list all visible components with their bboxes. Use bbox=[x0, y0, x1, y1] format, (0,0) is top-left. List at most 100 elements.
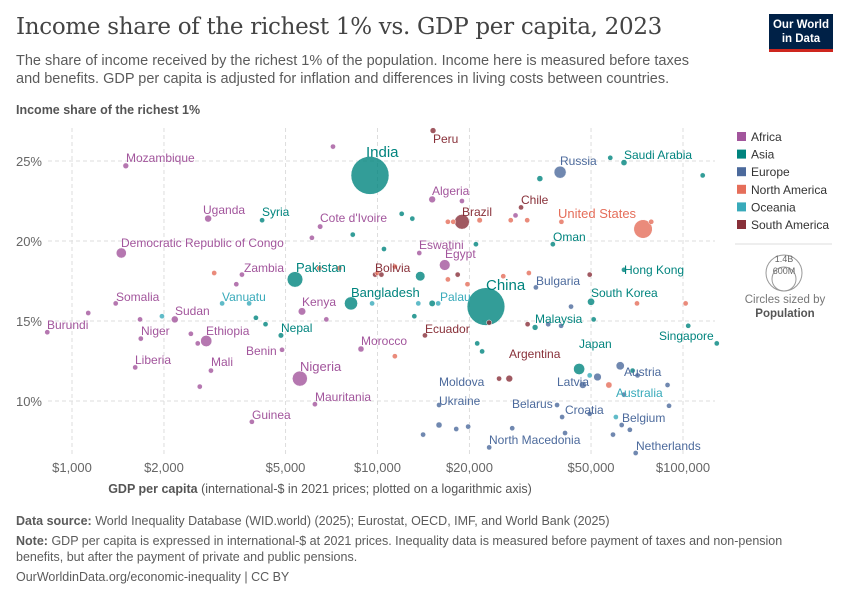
data-point[interactable] bbox=[196, 383, 203, 390]
point-south-korea[interactable] bbox=[587, 297, 595, 306]
data-point[interactable] bbox=[253, 314, 259, 321]
data-point[interactable] bbox=[682, 300, 689, 307]
data-point[interactable] bbox=[137, 316, 143, 323]
point-zambia[interactable] bbox=[239, 271, 245, 278]
data-point[interactable] bbox=[607, 154, 614, 161]
data-point[interactable] bbox=[579, 381, 587, 389]
point-mozambique[interactable] bbox=[122, 162, 129, 169]
point-hong-kong[interactable] bbox=[621, 266, 627, 273]
point-belarus[interactable] bbox=[509, 425, 516, 432]
legend-item[interactable]: Asia bbox=[751, 148, 775, 162]
point-democratic-republic-of-congo[interactable] bbox=[115, 247, 127, 259]
data-point[interactable] bbox=[559, 414, 565, 420]
point-bangladesh[interactable] bbox=[344, 296, 358, 311]
data-point[interactable] bbox=[349, 231, 356, 238]
data-point[interactable] bbox=[586, 372, 593, 379]
data-point[interactable] bbox=[188, 330, 194, 337]
data-point[interactable] bbox=[85, 310, 92, 316]
data-point[interactable] bbox=[194, 340, 201, 347]
data-point[interactable] bbox=[615, 361, 625, 371]
data-point[interactable] bbox=[476, 217, 483, 224]
point-peru[interactable] bbox=[429, 127, 437, 134]
data-point[interactable] bbox=[627, 426, 633, 433]
point-singapore[interactable] bbox=[713, 340, 720, 347]
point-syria[interactable] bbox=[259, 217, 265, 224]
point-australia[interactable] bbox=[613, 414, 619, 420]
data-point[interactable] bbox=[526, 270, 532, 276]
legend-item[interactable]: North America bbox=[751, 183, 827, 197]
legend-item[interactable]: Europe bbox=[751, 165, 790, 179]
data-point[interactable] bbox=[262, 321, 269, 328]
point-mauritania[interactable] bbox=[312, 401, 318, 408]
point-saudi-arabia[interactable] bbox=[620, 159, 628, 166]
point-croatia[interactable] bbox=[562, 430, 568, 436]
legend-item[interactable]: Africa bbox=[751, 130, 782, 144]
point-burundi[interactable] bbox=[44, 329, 51, 336]
data-point[interactable] bbox=[330, 143, 336, 150]
data-point[interactable] bbox=[593, 372, 602, 382]
data-point[interactable] bbox=[453, 426, 460, 432]
point-benin[interactable] bbox=[279, 346, 285, 353]
point-pakistan[interactable] bbox=[286, 271, 304, 288]
point-ecuador[interactable] bbox=[422, 332, 428, 339]
point-algeria[interactable] bbox=[428, 195, 436, 204]
point-uganda[interactable] bbox=[204, 214, 212, 223]
point-united-states[interactable] bbox=[633, 219, 653, 239]
point-malaysia[interactable] bbox=[531, 324, 539, 331]
point-egypt[interactable] bbox=[439, 259, 451, 271]
data-point[interactable] bbox=[629, 367, 636, 374]
data-point[interactable] bbox=[369, 300, 375, 307]
data-point[interactable] bbox=[664, 382, 671, 388]
point-bulgaria[interactable] bbox=[533, 284, 539, 291]
point-oman[interactable] bbox=[550, 241, 556, 248]
data-point[interactable] bbox=[524, 217, 531, 224]
point-palau[interactable] bbox=[435, 300, 442, 307]
point-sudan[interactable] bbox=[171, 315, 179, 324]
point-guinea[interactable] bbox=[249, 418, 255, 425]
data-point[interactable] bbox=[618, 422, 625, 428]
data-point[interactable] bbox=[634, 372, 641, 379]
data-point[interactable] bbox=[479, 348, 485, 355]
data-point[interactable] bbox=[666, 402, 672, 409]
point-austria[interactable] bbox=[621, 391, 627, 398]
point-latvia[interactable] bbox=[554, 402, 560, 408]
data-point[interactable] bbox=[500, 273, 507, 280]
point-cote-d-ivoire[interactable] bbox=[317, 223, 324, 230]
point-nigeria[interactable] bbox=[292, 370, 308, 387]
data-point[interactable] bbox=[415, 300, 422, 307]
point-morocco[interactable] bbox=[357, 345, 365, 353]
data-point[interactable] bbox=[459, 198, 465, 204]
point-argentina[interactable] bbox=[505, 374, 513, 383]
data-point[interactable] bbox=[316, 265, 323, 272]
data-point[interactable] bbox=[420, 431, 426, 438]
owid-logo[interactable]: Our World in Data bbox=[769, 14, 833, 52]
point-moldova[interactable] bbox=[436, 402, 442, 408]
point-belgium[interactable] bbox=[610, 431, 616, 438]
data-point[interactable] bbox=[415, 271, 426, 282]
point-russia[interactable] bbox=[553, 165, 567, 179]
data-point[interactable] bbox=[558, 322, 564, 329]
data-point[interactable] bbox=[586, 410, 593, 417]
point-chile[interactable] bbox=[518, 204, 524, 211]
data-point[interactable] bbox=[323, 316, 330, 323]
data-point[interactable] bbox=[411, 313, 418, 320]
data-point[interactable] bbox=[558, 218, 565, 225]
data-point[interactable] bbox=[445, 218, 451, 225]
data-point[interactable] bbox=[233, 281, 240, 288]
data-point[interactable] bbox=[648, 218, 655, 225]
data-point[interactable] bbox=[465, 423, 471, 430]
data-point[interactable] bbox=[590, 316, 597, 323]
point-niger[interactable] bbox=[137, 335, 144, 342]
data-point[interactable] bbox=[507, 217, 514, 224]
data-point[interactable] bbox=[486, 319, 493, 326]
point-ukraine[interactable] bbox=[435, 421, 443, 429]
data-point[interactable] bbox=[536, 175, 544, 182]
legend-item[interactable]: South America bbox=[751, 218, 829, 232]
data-point[interactable] bbox=[428, 299, 436, 307]
point-eswatini[interactable] bbox=[416, 250, 423, 256]
point-mali[interactable] bbox=[208, 367, 214, 374]
data-point[interactable] bbox=[464, 281, 471, 288]
data-point[interactable] bbox=[309, 234, 315, 241]
point-somalia[interactable] bbox=[112, 300, 119, 307]
data-point[interactable] bbox=[336, 265, 343, 272]
